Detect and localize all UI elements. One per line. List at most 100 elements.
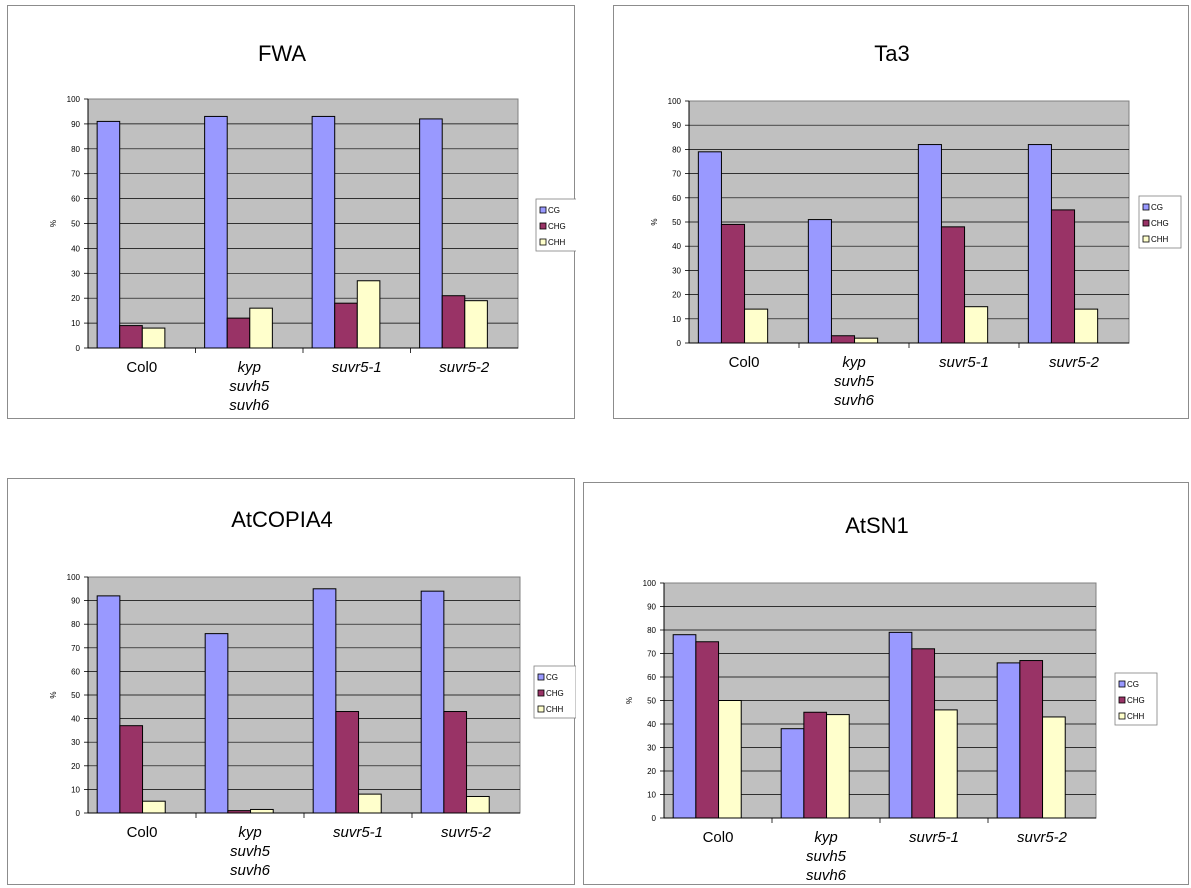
category-label: suvh5 [806, 848, 847, 865]
y-tick-label: 10 [672, 315, 681, 324]
y-tick-label: 70 [71, 170, 80, 179]
bar-cg [420, 590, 445, 814]
y-tick-label: 0 [652, 814, 657, 823]
category-label: kyp [814, 829, 837, 846]
category-label: Col0 [126, 359, 157, 376]
y-tick-label: 70 [71, 644, 80, 653]
bar-chg [226, 317, 251, 349]
bar-chg [119, 725, 144, 814]
legend-label: CHG [1127, 696, 1145, 705]
bar-cg [1027, 144, 1052, 344]
category-label: suvr5-2 [1049, 354, 1100, 371]
y-tick-label: 50 [71, 691, 80, 700]
bar-chg [1019, 660, 1044, 819]
category-label: suvh5 [229, 378, 270, 395]
y-tick-label: 80 [672, 145, 681, 154]
chart-panel-atsn1: AtSN1 0 10 20 30 40 50 60 70 80 90 100% Col0 kyp suvh5… [583, 482, 1189, 885]
y-tick-label: 30 [647, 744, 656, 753]
y-tick-label: 70 [647, 650, 656, 659]
bar-chh [718, 700, 742, 819]
bar-cg [888, 631, 913, 819]
y-tick-label: 90 [71, 120, 80, 129]
y-tick-label: 20 [71, 762, 80, 771]
legend-label: CG [1151, 203, 1163, 212]
chart-title: AtSN1 [845, 513, 909, 538]
y-tick-label: 80 [647, 626, 656, 635]
y-axis-label: % [625, 697, 634, 704]
bar-chh [964, 306, 989, 344]
y-tick-label: 40 [71, 715, 80, 724]
bar-chh [249, 307, 273, 349]
bar-chh [1074, 308, 1099, 344]
y-tick-label: 30 [71, 738, 80, 747]
bar-chh [466, 795, 490, 814]
bar-chg [335, 711, 360, 814]
category-label: Col0 [703, 829, 734, 846]
y-tick-label: 10 [71, 785, 80, 794]
bar-cg [312, 588, 337, 814]
bar-chg [119, 325, 143, 349]
chart-title: Ta3 [874, 41, 909, 66]
y-tick-label: 40 [672, 242, 681, 251]
legend-swatch [1118, 712, 1126, 720]
bar-cg [204, 633, 229, 814]
category-label: suvr5-1 [332, 359, 382, 376]
legend-swatch [1118, 680, 1126, 688]
category-label: suvr5-2 [439, 359, 490, 376]
y-tick-label: 80 [71, 145, 80, 154]
chart-panel-atcopia4: AtCOPIA4 0 10 20 30 40 50 60 70 80 90 100% Col0 kyp su… [7, 478, 576, 885]
bar-chh [356, 280, 381, 349]
bar-cg [807, 219, 832, 344]
y-axis-label: % [49, 220, 58, 227]
legend-label: CHH [548, 238, 566, 247]
legend-swatch [539, 222, 547, 230]
legend-label: CHH [546, 705, 564, 714]
category-label: suvr5-2 [1017, 829, 1068, 846]
bar-chh [934, 709, 958, 819]
y-tick-label: 60 [71, 667, 80, 676]
bar-chg [1050, 209, 1076, 344]
bar-chh [142, 800, 166, 814]
legend-swatch [539, 206, 547, 214]
legend-swatch [1118, 696, 1126, 704]
bar-cg [96, 120, 121, 349]
chart-svg: FWA 0 10 20 30 40 50 60 70 80 90 100% Col0 kyp suvh5 su… [49, 41, 576, 414]
bar-cg [917, 144, 942, 344]
y-tick-label: 100 [643, 579, 657, 588]
category-label: suvh6 [806, 867, 847, 884]
y-tick-label: 90 [71, 597, 80, 606]
bar-chg [443, 711, 468, 814]
bar-cg [672, 634, 697, 819]
y-tick-label: 10 [647, 791, 656, 800]
bar-cg [311, 115, 336, 349]
bar-chg [940, 226, 966, 344]
y-tick-label: 50 [71, 220, 80, 229]
category-label: suvr5-2 [441, 824, 492, 841]
category-label: suvr5-1 [909, 829, 959, 846]
category-label: suvh6 [230, 862, 271, 879]
chart-title: FWA [258, 41, 306, 66]
bar-chh [1042, 716, 1066, 819]
y-tick-label: 40 [71, 244, 80, 253]
bar-chg [695, 641, 720, 819]
bar-chg [227, 810, 252, 814]
bar-cg [204, 115, 228, 349]
y-tick-label: 60 [672, 194, 681, 203]
y-tick-label: 90 [672, 121, 681, 130]
y-tick-label: 0 [677, 339, 682, 348]
category-label: kyp [842, 354, 865, 371]
y-tick-label: 50 [647, 697, 656, 706]
legend-label: CHG [1151, 219, 1169, 228]
y-tick-label: 50 [672, 218, 681, 227]
y-axis-label: % [49, 691, 58, 698]
category-label: kyp [238, 359, 261, 376]
y-tick-label: 90 [647, 603, 656, 612]
y-tick-label: 40 [647, 720, 656, 729]
y-tick-label: 20 [71, 294, 80, 303]
bar-chh [854, 337, 879, 344]
y-tick-label: 60 [71, 195, 80, 204]
category-label: suvh5 [230, 843, 271, 860]
bar-chh [358, 793, 382, 814]
bar-cg [996, 662, 1021, 819]
bar-cg [697, 151, 722, 344]
